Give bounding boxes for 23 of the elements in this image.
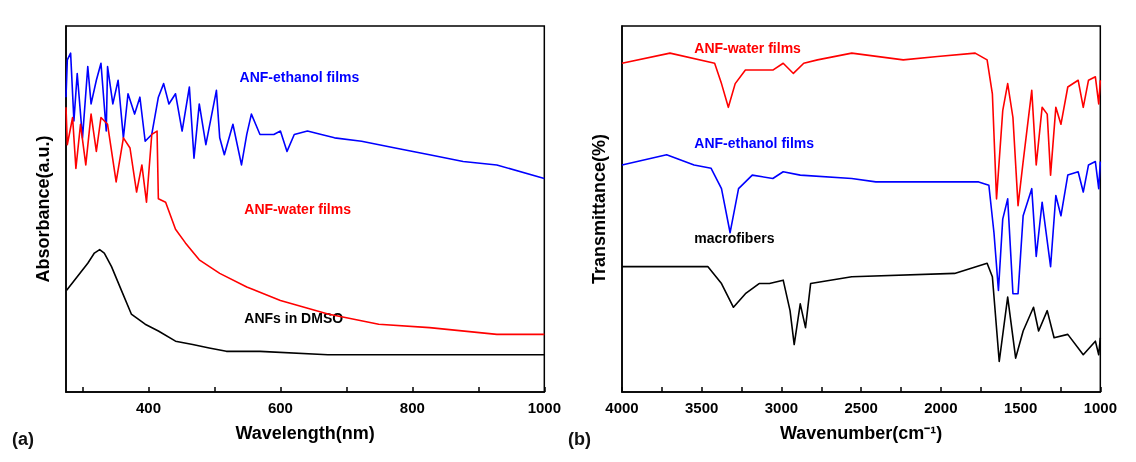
series-label: ANF-ethanol films bbox=[694, 134, 815, 151]
x-tick-label: 1000 bbox=[527, 399, 561, 416]
x-axis-title: Wavenumber(cm⁻¹) bbox=[779, 423, 943, 443]
x-tick-label: 400 bbox=[135, 399, 161, 416]
x-tick-label: 800 bbox=[399, 399, 425, 416]
text: ANF-water films bbox=[244, 200, 352, 217]
y-axis-title: Absorbance(a.u.) bbox=[33, 135, 53, 283]
series-label: ANFs in DMSO bbox=[244, 310, 344, 327]
x-tick-label: 4000 bbox=[605, 399, 639, 416]
y-axis-title: Transmittance(%) bbox=[589, 133, 609, 285]
x-tick-label: 1500 bbox=[1003, 399, 1038, 416]
series-label: macrofibers bbox=[694, 229, 775, 246]
x-tick-label: 3000 bbox=[764, 399, 799, 416]
x-axis-title: Wavelength(nm) bbox=[235, 423, 375, 443]
series-label: ANF-water films bbox=[694, 39, 802, 56]
x-tick-label: 600 bbox=[267, 399, 293, 416]
text: (a) bbox=[12, 429, 34, 449]
x-tick-label: 2500 bbox=[844, 399, 878, 416]
series-label: ANF-ethanol films bbox=[239, 68, 360, 85]
x-tick-label: 2000 bbox=[924, 399, 958, 416]
x-tick-label: 1000 bbox=[1083, 399, 1117, 416]
x-tick-label: 3500 bbox=[685, 399, 719, 416]
text: (b) bbox=[568, 429, 591, 449]
